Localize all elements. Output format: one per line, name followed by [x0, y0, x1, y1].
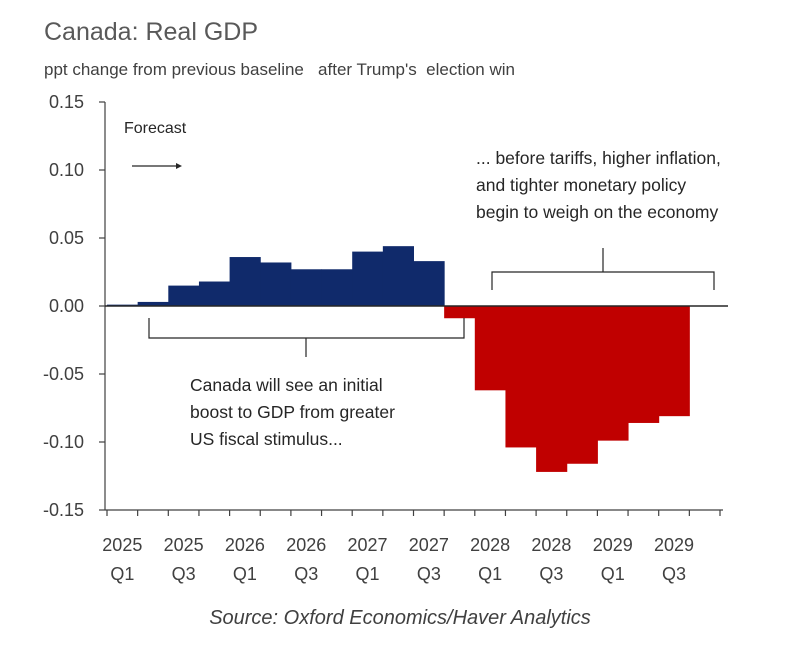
y-tick-label: 0.05	[49, 228, 84, 248]
annotation-line: Canada will see an initial	[190, 375, 383, 395]
chart-title: Canada: Real GDP	[44, 18, 259, 46]
x-tick-label-quarter: Q1	[233, 564, 257, 584]
y-tick-label: -0.15	[43, 500, 84, 520]
right-bracket	[491, 248, 715, 290]
forecast-arrow-head	[176, 163, 182, 169]
x-tick-label-quarter: Q3	[294, 564, 318, 584]
bar-2026-q1	[229, 257, 261, 306]
annotation-line: begin to weigh on the economy	[476, 202, 719, 222]
x-tick-label-year: 2027	[409, 535, 449, 555]
bar-2025-q4	[198, 281, 231, 306]
x-tick-label-year: 2029	[654, 535, 694, 555]
bar-2029-q1	[597, 306, 629, 441]
y-tick-label: 0.15	[49, 92, 84, 112]
x-tick-label-quarter: Q3	[417, 564, 441, 584]
bar-2028-q2	[505, 306, 537, 448]
y-tick-label: -0.05	[43, 364, 84, 384]
x-tick-label-quarter: Q1	[601, 564, 625, 584]
bar-2029-q2	[628, 306, 660, 423]
x-tick-label-year: 2027	[348, 535, 388, 555]
y-tick-label: -0.10	[43, 432, 84, 452]
bar-chart: 0.15 0.10 0.05 0.00 -0.05 -0.10 -0.15 2025 Q1 202…	[43, 92, 728, 584]
bars-group	[107, 246, 690, 472]
annotation-initial-boost: Canada will see an initial boost to GDP …	[190, 372, 395, 453]
x-tick-label-year: 2028	[531, 535, 571, 555]
x-tick-label-year: 2025	[164, 535, 204, 555]
bar-2027-q4	[444, 306, 476, 319]
bar-2026-q2	[260, 262, 292, 306]
chart-subtitle: ppt change from previous baseline after …	[44, 60, 515, 79]
x-tick-label-year: 2029	[593, 535, 633, 555]
bar-2028-q1	[474, 306, 506, 391]
x-tick-label-quarter: Q3	[172, 564, 196, 584]
x-tick-label-quarter: Q1	[478, 564, 502, 584]
axes-group: 0.15 0.10 0.05 0.00 -0.05 -0.10 -0.15 2025 Q1 202…	[43, 92, 728, 584]
forecast-label: Forecast	[124, 120, 187, 137]
annotation-line: and tighter monetary policy	[476, 175, 687, 195]
annotation-line: US fiscal stimulus...	[190, 429, 343, 449]
bar-2027-q1	[352, 251, 384, 306]
annotation-tariffs-weigh: ... before tariffs, higher inflation, an…	[476, 145, 721, 226]
bar-2028-q4	[566, 306, 598, 464]
bar-2026-q3	[290, 269, 323, 306]
y-tick-label: 0.10	[49, 160, 84, 180]
annotation-line: ... before tariffs, higher inflation,	[476, 148, 721, 168]
y-tick-label: 0.00	[49, 296, 84, 316]
bar-2027-q3	[413, 261, 445, 306]
x-tick-label-quarter: Q3	[662, 564, 686, 584]
source-note: Source: Oxford Economics/Haver Analytics	[209, 607, 591, 629]
x-tick-label-quarter: Q1	[356, 564, 380, 584]
brackets-group	[132, 163, 715, 357]
x-tick-label-year: 2026	[225, 535, 265, 555]
bar-2028-q3	[536, 306, 568, 472]
bar-2027-q2	[382, 246, 414, 306]
left-bracket	[148, 318, 465, 357]
x-tick-label-year: 2025	[102, 535, 142, 555]
bar-2026-q4	[321, 269, 353, 306]
x-tick-label-quarter: Q3	[539, 564, 563, 584]
bar-2025-q2	[137, 301, 169, 306]
bar-2025-q3	[168, 285, 200, 306]
bar-2029-q3	[658, 306, 690, 417]
annotation-line: boost to GDP from greater	[190, 402, 395, 422]
x-tick-label-year: 2026	[286, 535, 326, 555]
x-tick-label-year: 2028	[470, 535, 510, 555]
x-tick-label-quarter: Q1	[110, 564, 134, 584]
